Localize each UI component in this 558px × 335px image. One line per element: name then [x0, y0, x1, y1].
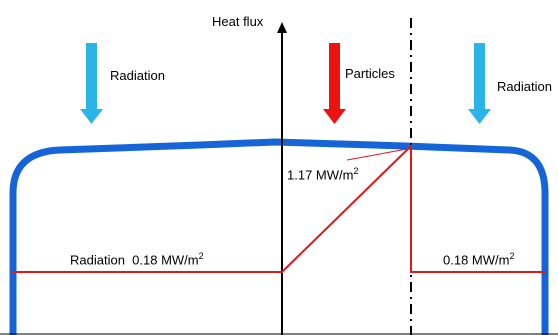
left-base-value: 0.18 MW/m	[132, 252, 199, 268]
left-base-prefix: Radiation	[70, 252, 125, 268]
axis-arrowhead	[277, 22, 287, 33]
particles-arrow	[323, 43, 346, 124]
component-outline	[9, 138, 549, 335]
peak-pointer	[346, 148, 408, 161]
heat-flux-profile	[12, 143, 546, 273]
left-base-exp: 2	[198, 251, 204, 261]
radiation-label-left: Radiation	[110, 68, 165, 83]
peak-flux-label: 1.17 MW/m2	[287, 166, 358, 182]
peak-flux-value: 1.17 MW/m	[287, 167, 354, 183]
particles-label: Particles	[345, 66, 395, 81]
left-base-flux-label: Radiation 0.18 MW/m2	[70, 251, 204, 267]
right-base-exp: 2	[509, 251, 515, 261]
heat-flux-axis-label: Heat flux	[212, 14, 264, 29]
radiation-arrow-right	[468, 43, 491, 124]
right-base-flux-label: 0.18 MW/m2	[443, 251, 514, 267]
peak-flux-exp: 2	[353, 166, 359, 176]
right-base-value: 0.18 MW/m	[443, 252, 510, 268]
radiation-label-right: Radiation	[497, 79, 552, 94]
radiation-arrow-left	[80, 43, 103, 124]
